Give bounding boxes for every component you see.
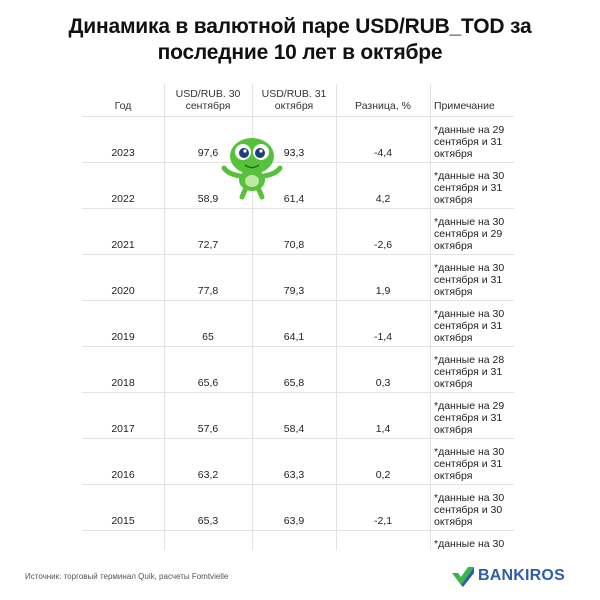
cell-oct: 79,3 — [283, 285, 305, 297]
cell-diff: 1,9 — [375, 285, 391, 297]
cell-oct: 65,8 — [283, 377, 305, 389]
cell-diff: 0,3 — [375, 377, 391, 389]
cell-oct: 93,3 — [283, 147, 305, 159]
cell-oct: 58,4 — [283, 423, 305, 435]
table-row: 2017 57,6 58,4 1,4 *данные на 29 сентября и … — [82, 393, 514, 439]
column-divider — [336, 84, 337, 550]
cell-year: 2020 — [111, 285, 135, 297]
cell-sep: 58,9 — [197, 193, 219, 205]
brand: BANKIROS — [450, 565, 565, 587]
cell-diff: 8,3 — [336, 531, 430, 550]
cell-year: 2023 — [111, 147, 135, 159]
green-gecko-mascot-icon — [221, 138, 283, 200]
column-divider — [164, 84, 165, 550]
cell-year: 2021 — [111, 239, 135, 251]
table-row: 2016 63,2 63,3 0,2 *данные на 30 сентября и … — [82, 439, 514, 485]
table-header-row: Год USD/RUB. 30 сентября USD/RUB. 31 окт… — [82, 84, 514, 117]
cell-year: 2016 — [111, 469, 135, 481]
cell-note: *данные на 30 сентября и 31 октября — [434, 262, 505, 298]
cell-note: *данные на 30 сентября и 31 октября — [434, 446, 505, 482]
header-sep: USD/RUB. 30 сентября — [175, 88, 241, 112]
page-title: Динамика в валютной паре USD/RUB_TOD за … — [0, 14, 600, 66]
rates-table: Год USD/RUB. 30 сентября USD/RUB. 31 окт… — [82, 84, 514, 550]
cell-diff: -2,6 — [373, 239, 393, 251]
cell-diff: -1,4 — [373, 331, 393, 343]
cell-sep: 72,7 — [197, 239, 219, 251]
cell-sep: 77,8 — [197, 285, 219, 297]
cell-diff: 4,2 — [375, 193, 391, 205]
table-row: 2019 65 64,1 -1,4 *данные на 30 сентября и 3… — [82, 301, 514, 347]
cell-sep: 97,6 — [197, 147, 219, 159]
cell-oct: 61,4 — [283, 193, 305, 205]
cell-sep: 65 — [202, 331, 214, 343]
cell-note: *данные на 28 сентября и 31 октября — [434, 354, 505, 390]
cell-diff: -4,4 — [373, 147, 393, 159]
cell-note: *данные на 30 сентября и 31 октября — [434, 308, 505, 344]
cell-sep: 39,7 — [164, 531, 252, 550]
cell-note: *данные на 30 сентября и 31 октября — [434, 170, 505, 206]
cell-note: *данные на 30 сентября и 30 октября — [434, 492, 505, 528]
table-row: 2020 77,8 79,3 1,9 *данные на 30 сентября и … — [82, 255, 514, 301]
cell-sep: 65,6 — [197, 377, 219, 389]
table-row: 2018 65,6 65,8 0,3 *данные на 28 сентября и … — [82, 347, 514, 393]
header-diff: Разница, % — [355, 100, 411, 112]
table-row: 2022 58,9 61,4 4,2 *данные на 30 сентября и … — [82, 163, 514, 209]
bankiros-logo-icon — [452, 567, 474, 587]
brand-name: BANKIROS — [478, 567, 565, 584]
cell-year: 2018 — [111, 377, 135, 389]
table-row: 201439,7438,3 *данные на 30 сентября и 31… — [82, 531, 514, 550]
column-divider — [252, 84, 253, 550]
cell-diff: -2,1 — [373, 515, 393, 527]
cell-oct: 63,3 — [283, 469, 305, 481]
header-oct: USD/RUB. 31 октября — [261, 88, 327, 112]
cell-oct: 43 — [252, 531, 336, 550]
cell-diff: 0,2 — [375, 469, 391, 481]
cell-diff: 1,4 — [375, 423, 391, 435]
table-body: 2023 97,6 93,3 -4,4 *данные на 29 сентября и… — [82, 117, 514, 550]
column-divider — [430, 84, 431, 550]
cell-year: 2019 — [111, 331, 135, 343]
cell-year: 2014 — [82, 531, 164, 550]
cell-sep: 57,6 — [197, 423, 219, 435]
cell-sep: 65,3 — [197, 515, 219, 527]
header-year: Год — [114, 100, 132, 112]
title-line-1: Динамика в валютной паре USD/RUB_TOD за — [68, 15, 532, 38]
cell-year: 2017 — [111, 423, 135, 435]
source-note: Источник: торговый терминал Quik, расчет… — [25, 572, 229, 581]
cell-year: 2015 — [111, 515, 135, 527]
cell-note: *данные на 30 сентября и 31 октября — [434, 538, 505, 550]
cell-note: *данные на 30 сентября и 29 октября — [434, 216, 505, 252]
cell-sep: 63,2 — [197, 469, 219, 481]
header-note: Примечание — [434, 100, 495, 112]
table-row: 2021 72,7 70,8 -2,6 *данные на 30 сентября и… — [82, 209, 514, 255]
table-row: 2015 65,3 63,9 -2,1 *данные на 30 сентября и… — [82, 485, 514, 531]
title-line-2: последние 10 лет в октябре — [157, 41, 443, 64]
cell-oct: 70,8 — [283, 239, 305, 251]
cell-note: *данные на 29 сентября и 31 октября — [434, 124, 505, 160]
cell-oct: 63,9 — [283, 515, 305, 527]
cell-year: 2022 — [111, 193, 135, 205]
cell-oct: 64,1 — [283, 331, 305, 343]
cell-note: *данные на 29 сентября и 31 октября — [434, 400, 505, 436]
table-row: 2023 97,6 93,3 -4,4 *данные на 29 сентября и… — [82, 117, 514, 163]
